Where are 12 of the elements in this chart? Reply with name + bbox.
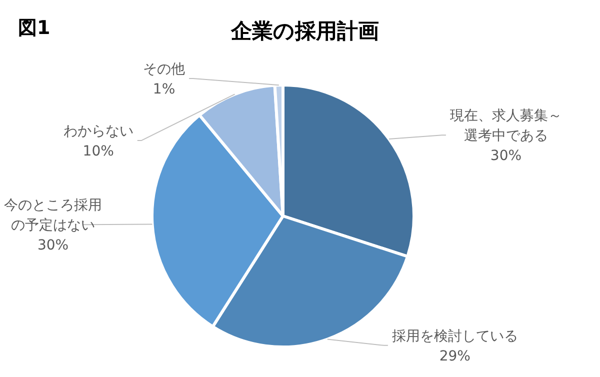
slice-label: その他: [143, 62, 186, 78]
data-label: 10%: [82, 144, 114, 160]
data-label: 30%: [490, 148, 522, 164]
data-label: 29%: [439, 348, 470, 364]
data-label: 30%: [37, 238, 69, 254]
slice-label: 今のところ採用の予定はない: [4, 198, 102, 234]
data-label: 1%: [152, 82, 176, 98]
caption: 図1: [18, 17, 50, 39]
slice-label: 採用を検討している: [392, 328, 518, 344]
chart-title: 企業の採用計画: [230, 19, 379, 43]
slice-label: 現在、求人募集～選考中である: [450, 108, 562, 144]
slice-label: わからない: [63, 124, 134, 140]
